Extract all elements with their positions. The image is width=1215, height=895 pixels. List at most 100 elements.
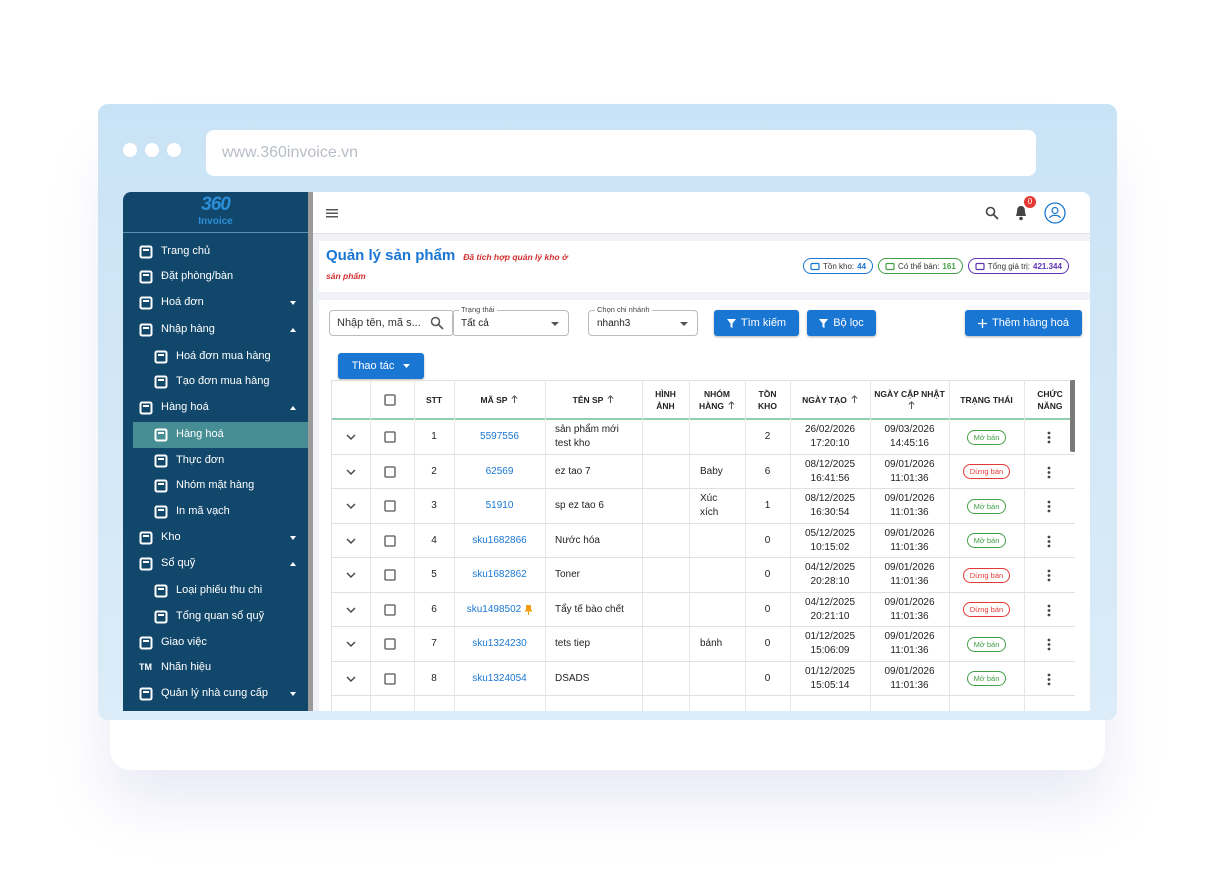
menu-label[interactable]: Thực đơn <box>176 454 225 466</box>
menu-toggle[interactable] <box>325 206 339 220</box>
cell-name: sp ez tao 6 <box>545 489 642 524</box>
select-value: Tất cả <box>461 318 489 329</box>
expand-arrow[interactable] <box>289 326 297 334</box>
stock: 0 <box>764 672 771 684</box>
stat-chip: Có thể bán: 161 <box>878 258 963 274</box>
menu-label[interactable]: Hàng hoá <box>176 428 224 440</box>
menu-label[interactable]: Hàng hoá <box>161 401 209 413</box>
stt: 1 <box>431 431 437 443</box>
header-label: NHÓM HÀNG <box>698 389 730 411</box>
menu-icon-glyph <box>154 610 168 624</box>
cell-updated: 09/03/2026 14:45:16 <box>870 420 949 455</box>
cell-stock: 0 <box>745 627 790 662</box>
expand-arrow[interactable] <box>289 299 297 307</box>
updated-at: 09/01/2026 11:01:36 <box>884 631 935 657</box>
product-code[interactable]: 62569 <box>485 465 514 477</box>
menu-label[interactable]: In mã vạch <box>176 505 230 517</box>
button-arrow <box>403 363 411 369</box>
menu-label[interactable]: Nhóm mặt hàng <box>176 479 255 491</box>
row-menu-glyph <box>1047 569 1051 582</box>
row-menu[interactable] <box>1047 569 1051 582</box>
cell-stt: 4 <box>414 524 454 559</box>
user-avatar[interactable] <box>1044 202 1066 224</box>
checkbox[interactable] <box>384 465 396 478</box>
select-value: nhanh3 <box>597 318 631 329</box>
expand-row[interactable] <box>346 605 356 615</box>
product-code[interactable]: sku1324230 <box>472 638 527 650</box>
expand-arrow[interactable] <box>289 560 297 568</box>
expand-row[interactable] <box>346 467 356 477</box>
menu-label[interactable]: Kho <box>161 531 181 543</box>
expand-row[interactable] <box>346 639 356 649</box>
button[interactable]: Thao tác <box>338 353 424 379</box>
url-bar[interactable] <box>206 130 1036 176</box>
menu-label[interactable]: Sổ quỹ <box>161 557 196 569</box>
button[interactable]: Thêm hàng hoá <box>965 310 1082 336</box>
column-divider <box>870 380 871 711</box>
row-menu[interactable] <box>1047 604 1051 617</box>
cell-updated: 09/01/2026 11:01:36 <box>870 455 949 490</box>
search-icon[interactable] <box>985 206 999 220</box>
checkbox[interactable] <box>384 534 396 547</box>
checkbox[interactable] <box>384 431 396 443</box>
checkbox[interactable] <box>384 638 396 650</box>
button-arrow-glyph <box>403 363 411 368</box>
expand-arrow[interactable] <box>289 534 297 542</box>
menu-label[interactable]: Đặt phòng/bàn <box>161 270 234 282</box>
checkbox[interactable] <box>384 394 396 406</box>
row-menu[interactable] <box>1047 638 1051 651</box>
page-note: Đã tích hợp quản lý kho ở sản phẩm <box>326 252 568 281</box>
menu-label[interactable]: Giao việc <box>161 636 207 648</box>
search-input[interactable]: Nhập tên, mã s... <box>329 310 454 336</box>
row-menu[interactable] <box>1047 535 1051 548</box>
row-menu[interactable] <box>1047 466 1051 479</box>
menu-label[interactable]: Hoá đơn <box>161 296 204 308</box>
product-code[interactable]: sku1682862 <box>472 569 527 581</box>
product-code[interactable]: sku1324054 <box>472 672 527 684</box>
menu-icon <box>154 350 168 364</box>
stats: Tồn kho: 44 Có thể bán: 161 Tổng giá trị: 421… <box>803 258 1083 276</box>
product-code[interactable]: 51910 <box>485 500 514 512</box>
expand-row[interactable] <box>346 570 356 580</box>
expand-row[interactable] <box>346 432 356 442</box>
row-menu[interactable] <box>1047 673 1051 686</box>
expand-row[interactable] <box>346 536 356 546</box>
header-cell: MÃ SP <box>454 380 545 420</box>
checkbox[interactable] <box>384 569 396 581</box>
expand-row[interactable] <box>346 501 356 511</box>
product-group: Xúc xích <box>700 493 719 519</box>
checkbox[interactable] <box>384 603 396 616</box>
select[interactable]: Chọn chi nhánh nhanh3 <box>588 305 698 336</box>
product-code[interactable]: sku1682866 <box>472 534 527 546</box>
menu-label[interactable]: Quản lý nhà cung cấp <box>161 687 269 699</box>
cell-group: Xúc xích <box>689 489 745 524</box>
menu-icon <box>139 270 153 284</box>
expand-arrow-glyph <box>290 692 296 696</box>
product-name: Toner <box>555 569 581 581</box>
cell-stock: 0 <box>745 593 790 628</box>
menu-label[interactable]: Nhập hàng <box>161 323 215 335</box>
expand-arrow[interactable] <box>289 690 297 698</box>
expand-row[interactable] <box>346 674 356 684</box>
menu-label[interactable]: Hoá đơn mua hàng <box>176 350 271 362</box>
select[interactable]: Trạng thái Tất cả <box>452 305 569 336</box>
cell-stock: 0 <box>745 524 790 559</box>
menu-label[interactable]: Nhãn hiệu <box>161 661 212 673</box>
updated-at: 09/03/2026 14:45:16 <box>884 424 935 450</box>
menu-label[interactable]: Trang chủ <box>161 245 211 257</box>
row-menu[interactable] <box>1047 431 1051 444</box>
menu-label[interactable]: Loại phiếu thu chi <box>176 584 263 596</box>
expand-arrow[interactable] <box>289 404 297 412</box>
menu-label[interactable]: Tạo đơn mua hàng <box>176 375 270 387</box>
cell-updated: 09/01/2026 11:01:36 <box>870 627 949 662</box>
checkbox[interactable] <box>384 500 396 512</box>
product-code[interactable]: sku1498502 <box>466 603 522 615</box>
menu-label[interactable]: Tổng quan sổ quỹ <box>176 610 265 622</box>
notification-bell[interactable] <box>1014 205 1028 221</box>
button[interactable]: Bộ lọc <box>807 310 876 336</box>
button[interactable]: Tìm kiếm <box>714 310 799 336</box>
row-menu[interactable] <box>1047 500 1051 513</box>
checkbox[interactable] <box>384 672 396 685</box>
product-code[interactable]: 5597556 <box>480 431 519 443</box>
select-arrow-glyph <box>680 322 688 326</box>
